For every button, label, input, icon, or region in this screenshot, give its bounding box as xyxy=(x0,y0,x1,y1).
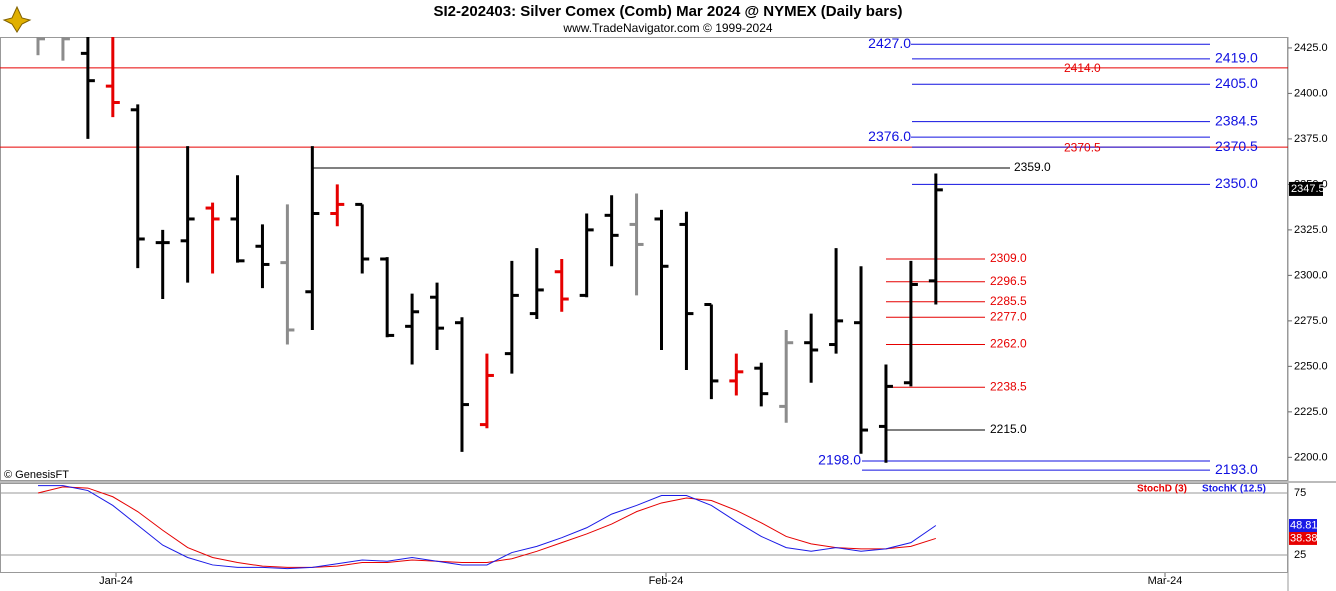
last-price-box xyxy=(1289,181,1323,196)
level-label: 2215.0 xyxy=(990,422,1027,436)
x-tick-label: Jan-24 xyxy=(99,575,133,587)
level-label: 2193.0 xyxy=(1215,461,1258,477)
level-label: 2427.0 xyxy=(868,35,911,51)
level-label: 2419.0 xyxy=(1215,50,1258,66)
y-tick-label: 2400.0 xyxy=(1294,87,1328,99)
y-tick-label: 25 xyxy=(1294,549,1306,561)
x-tick-label: Mar-24 xyxy=(1148,575,1183,587)
stoch-plot xyxy=(0,485,1288,570)
level-label: 2285.5 xyxy=(990,294,1027,308)
level-label: 2262.0 xyxy=(990,337,1027,351)
level-label: 2238.5 xyxy=(990,379,1027,393)
y-tick-label: 2225.0 xyxy=(1294,406,1328,418)
level-label: 2370.5 xyxy=(1215,138,1258,154)
stoch-last-box xyxy=(1289,519,1317,533)
level-label: 2384.5 xyxy=(1215,112,1258,128)
y-tick-label: 2275.0 xyxy=(1294,315,1328,327)
price-plot xyxy=(0,37,1288,471)
level-label: 2198.0 xyxy=(818,452,861,468)
level-label: 2414.0 xyxy=(1064,61,1101,75)
stoch-last-label: 38.38 xyxy=(1290,532,1318,544)
level-label: 2350.0 xyxy=(1215,175,1258,191)
y-tick-label: 2325.0 xyxy=(1294,224,1328,236)
stoch-line xyxy=(38,485,937,570)
chart-title: SI2-202403: Silver Comex (Comb) Mar 2024… xyxy=(434,3,903,20)
logo xyxy=(2,5,32,33)
legend-entry: StochK (12.5) xyxy=(1202,484,1266,495)
last-price-label: 2347.5 xyxy=(1291,183,1325,195)
stoch-last-box xyxy=(1289,531,1317,545)
level-label: 2296.5 xyxy=(990,274,1027,288)
y-tick-label: 2425.0 xyxy=(1294,42,1328,54)
y-tick-label: 2300.0 xyxy=(1294,269,1328,281)
level-label: 2359.0 xyxy=(1014,160,1051,174)
axes: 2200.0 2225.0 2250.0 2275.0 2300.0 2325.0 2350… xyxy=(99,42,1327,587)
credit: © GenesisFT xyxy=(4,469,69,481)
level-label: 2376.0 xyxy=(868,128,911,144)
y-tick-label: 2200.0 xyxy=(1294,451,1328,463)
level-label: 2277.0 xyxy=(990,309,1027,323)
level-label: 2405.0 xyxy=(1215,75,1258,91)
chart-subtitle: www.TradeNavigator.com © 1999-2024 xyxy=(562,21,772,35)
level-label: 2370.5 xyxy=(1064,140,1101,154)
y-tick-label: 2250.0 xyxy=(1294,360,1328,372)
level-label: 2309.0 xyxy=(990,251,1027,265)
stoch-last-label: 48.81 xyxy=(1290,519,1318,531)
stoch-line xyxy=(37,486,936,568)
x-tick-label: Feb-24 xyxy=(649,575,684,587)
y-tick-label: 75 xyxy=(1294,487,1306,499)
legend-entry: StochD (3) xyxy=(1137,484,1187,495)
y-tick-label: 2375.0 xyxy=(1294,133,1328,145)
